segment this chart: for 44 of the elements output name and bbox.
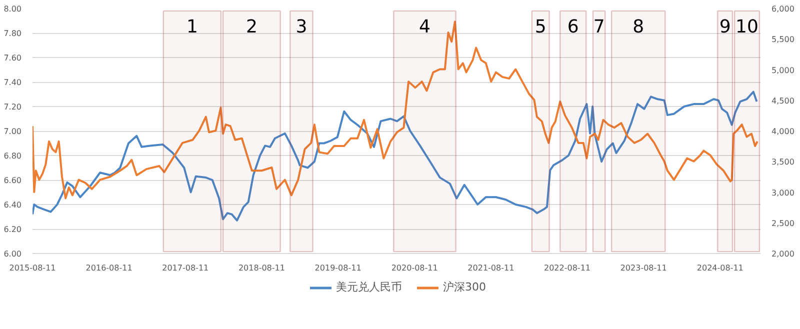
x-tick-label: 2017-08-11 <box>162 264 209 272</box>
y-tick-label: 7.60 <box>4 54 22 62</box>
y2-tick-label: 2,000 <box>772 250 794 258</box>
band-label: 2 <box>246 16 258 38</box>
band-label: 6 <box>567 16 579 38</box>
y-tick-label: 6.20 <box>4 225 22 234</box>
band-label: 8 <box>632 16 644 38</box>
y2-tick-label: 6,000 <box>772 4 794 14</box>
band-label: 9 <box>719 16 731 38</box>
legend-label: 沪深300 <box>443 280 486 294</box>
band-label: 4 <box>419 16 430 38</box>
band-label: 1 <box>186 16 198 38</box>
x-tick-label: 2023-08-11 <box>620 264 667 272</box>
y2-tick-label: 3,500 <box>772 158 794 167</box>
legend-label: 美元兑人民币 <box>336 280 402 294</box>
y-tick-label: 6.80 <box>4 152 22 160</box>
y2-tick-label: 2,500 <box>772 218 794 228</box>
x-tick-label: 2016-08-11 <box>86 264 132 272</box>
y-tick-label: 6.40 <box>4 200 22 210</box>
y-tick-label: 7.80 <box>4 29 22 38</box>
y2-tick-label: 3,000 <box>772 188 794 198</box>
x-tick-label: 2022-08-11 <box>544 264 591 272</box>
x-tick-label: 2015-08-11 <box>9 264 56 272</box>
x-tick-label: 2024-08-11 <box>696 264 744 272</box>
line-series <box>32 90 758 222</box>
band-label: 7 <box>593 16 605 38</box>
y2-tick-label: 4,000 <box>772 127 794 136</box>
y-tick-label: 7.00 <box>4 127 22 136</box>
line-series <box>32 20 758 200</box>
band-label: 3 <box>296 16 308 38</box>
x-tick-label: 2020-08-11 <box>391 264 438 272</box>
x-tick-label: 2021-08-11 <box>468 264 514 272</box>
y-tick-label: 7.20 <box>4 102 22 112</box>
y-tick-label: 8.00 <box>4 4 22 14</box>
y2-tick-label: 5,500 <box>772 35 794 44</box>
band-label: 5 <box>534 16 546 38</box>
x-tick-label: 2018-08-11 <box>238 264 285 272</box>
y-tick-label: 6.60 <box>4 176 22 185</box>
x-tick-label: 2019-08-11 <box>314 264 362 272</box>
y2-tick-label: 5,000 <box>772 66 794 75</box>
y-tick-label: 6.00 <box>4 250 22 258</box>
y2-tick-label: 4,500 <box>772 96 794 106</box>
band-label: 10 <box>736 16 758 38</box>
y-tick-label: 7.40 <box>4 78 22 87</box>
